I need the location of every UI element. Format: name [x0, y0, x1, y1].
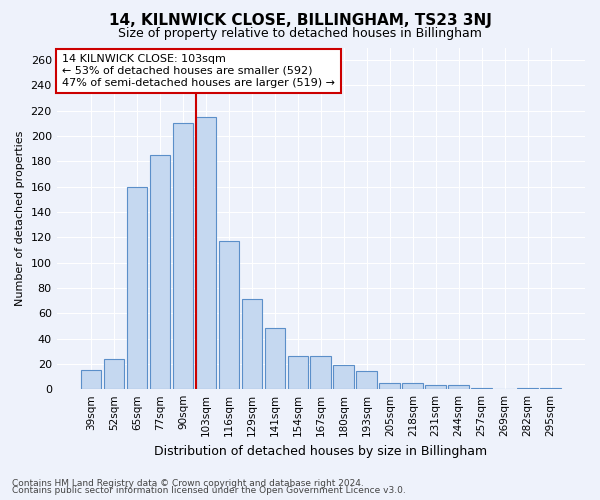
- Bar: [265, 328, 285, 389]
- Bar: [173, 124, 193, 389]
- Bar: [310, 356, 331, 389]
- Text: Contains public sector information licensed under the Open Government Licence v3: Contains public sector information licen…: [12, 486, 406, 495]
- Text: 14, KILNWICK CLOSE, BILLINGHAM, TS23 3NJ: 14, KILNWICK CLOSE, BILLINGHAM, TS23 3NJ: [109, 12, 491, 28]
- Bar: [218, 241, 239, 389]
- Bar: [149, 155, 170, 389]
- Text: Size of property relative to detached houses in Billingham: Size of property relative to detached ho…: [118, 28, 482, 40]
- Bar: [403, 383, 423, 389]
- Y-axis label: Number of detached properties: Number of detached properties: [15, 130, 25, 306]
- Bar: [448, 386, 469, 389]
- Bar: [287, 356, 308, 389]
- Bar: [80, 370, 101, 389]
- Text: Contains HM Land Registry data © Crown copyright and database right 2024.: Contains HM Land Registry data © Crown c…: [12, 478, 364, 488]
- Bar: [356, 372, 377, 389]
- X-axis label: Distribution of detached houses by size in Billingham: Distribution of detached houses by size …: [154, 444, 487, 458]
- Bar: [127, 186, 148, 389]
- Bar: [517, 388, 538, 389]
- Bar: [242, 300, 262, 389]
- Bar: [425, 386, 446, 389]
- Bar: [196, 117, 216, 389]
- Bar: [334, 365, 354, 389]
- Bar: [472, 388, 492, 389]
- Bar: [541, 388, 561, 389]
- Bar: [104, 359, 124, 389]
- Bar: [379, 383, 400, 389]
- Text: 14 KILNWICK CLOSE: 103sqm
← 53% of detached houses are smaller (592)
47% of semi: 14 KILNWICK CLOSE: 103sqm ← 53% of detac…: [62, 54, 335, 88]
